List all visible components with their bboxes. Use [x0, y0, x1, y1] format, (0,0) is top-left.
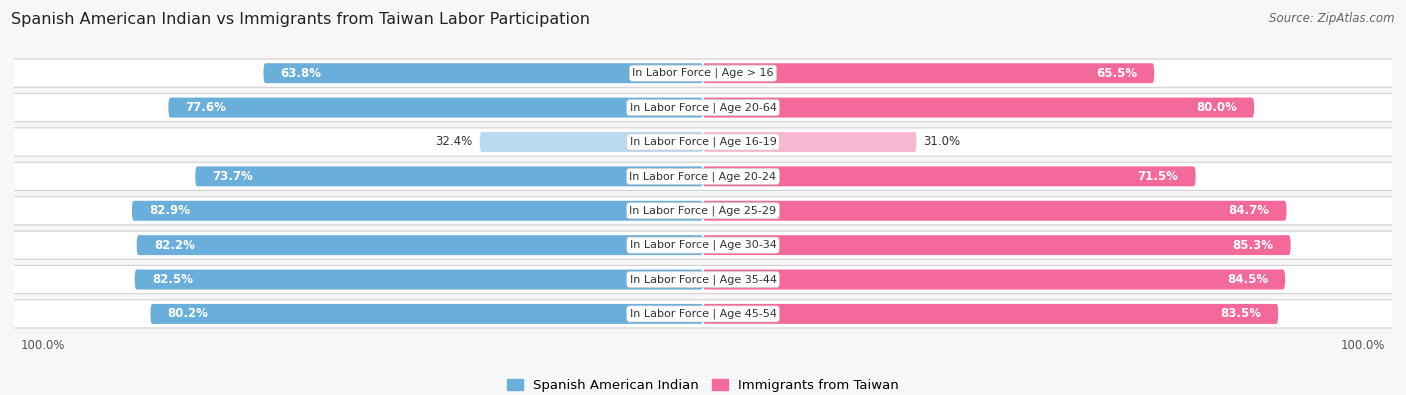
FancyBboxPatch shape [135, 269, 703, 290]
FancyBboxPatch shape [11, 197, 1395, 225]
FancyBboxPatch shape [195, 166, 703, 186]
Text: In Labor Force | Age 20-64: In Labor Force | Age 20-64 [630, 102, 776, 113]
FancyBboxPatch shape [11, 300, 1395, 328]
Text: Source: ZipAtlas.com: Source: ZipAtlas.com [1270, 12, 1395, 25]
Text: 77.6%: 77.6% [186, 101, 226, 114]
Text: In Labor Force | Age 30-34: In Labor Force | Age 30-34 [630, 240, 776, 250]
Text: 83.5%: 83.5% [1220, 307, 1261, 320]
Text: 80.0%: 80.0% [1197, 101, 1237, 114]
Text: In Labor Force | Age > 16: In Labor Force | Age > 16 [633, 68, 773, 79]
Text: In Labor Force | Age 20-24: In Labor Force | Age 20-24 [630, 171, 776, 182]
FancyBboxPatch shape [11, 94, 1395, 122]
FancyBboxPatch shape [703, 304, 1278, 324]
FancyBboxPatch shape [703, 63, 1154, 83]
FancyBboxPatch shape [703, 98, 1254, 118]
Text: In Labor Force | Age 16-19: In Labor Force | Age 16-19 [630, 137, 776, 147]
Text: 82.9%: 82.9% [149, 204, 190, 217]
Text: 82.2%: 82.2% [153, 239, 195, 252]
Text: 85.3%: 85.3% [1233, 239, 1274, 252]
Text: 65.5%: 65.5% [1095, 67, 1137, 80]
FancyBboxPatch shape [169, 98, 703, 118]
Text: 63.8%: 63.8% [281, 67, 322, 80]
FancyBboxPatch shape [703, 132, 917, 152]
FancyBboxPatch shape [11, 128, 1395, 156]
FancyBboxPatch shape [703, 201, 1286, 221]
Text: 31.0%: 31.0% [924, 135, 960, 149]
FancyBboxPatch shape [11, 59, 1395, 87]
Text: In Labor Force | Age 45-54: In Labor Force | Age 45-54 [630, 308, 776, 319]
FancyBboxPatch shape [136, 235, 703, 255]
FancyBboxPatch shape [11, 231, 1395, 259]
FancyBboxPatch shape [703, 235, 1291, 255]
Text: In Labor Force | Age 35-44: In Labor Force | Age 35-44 [630, 274, 776, 285]
Text: In Labor Force | Age 25-29: In Labor Force | Age 25-29 [630, 205, 776, 216]
Text: 82.5%: 82.5% [152, 273, 193, 286]
FancyBboxPatch shape [479, 132, 703, 152]
FancyBboxPatch shape [132, 201, 703, 221]
Text: Spanish American Indian vs Immigrants from Taiwan Labor Participation: Spanish American Indian vs Immigrants fr… [11, 12, 591, 27]
Text: 100.0%: 100.0% [1340, 339, 1385, 352]
Text: 73.7%: 73.7% [212, 170, 253, 183]
FancyBboxPatch shape [703, 269, 1285, 290]
Legend: Spanish American Indian, Immigrants from Taiwan: Spanish American Indian, Immigrants from… [502, 374, 904, 395]
FancyBboxPatch shape [703, 166, 1195, 186]
Text: 32.4%: 32.4% [436, 135, 472, 149]
Text: 84.5%: 84.5% [1227, 273, 1268, 286]
Text: 80.2%: 80.2% [167, 307, 208, 320]
FancyBboxPatch shape [11, 162, 1395, 190]
Text: 71.5%: 71.5% [1137, 170, 1178, 183]
FancyBboxPatch shape [263, 63, 703, 83]
Text: 84.7%: 84.7% [1229, 204, 1270, 217]
FancyBboxPatch shape [11, 265, 1395, 293]
Text: 100.0%: 100.0% [21, 339, 66, 352]
FancyBboxPatch shape [150, 304, 703, 324]
